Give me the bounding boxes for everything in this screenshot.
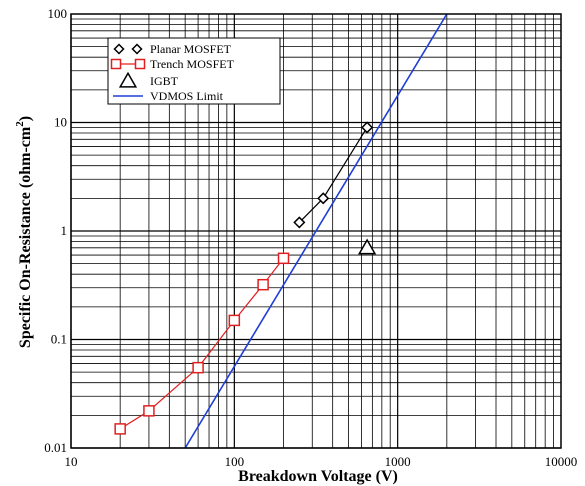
x-tick-label: 100 [225, 454, 245, 469]
y-axis-title-close: ) [17, 116, 34, 121]
square-marker [114, 423, 126, 435]
legend-label: Planar MOSFET [150, 42, 232, 56]
legend-entry: IGBT [118, 71, 179, 88]
y-tick-label: 0.1 [51, 332, 67, 347]
y-tick-label: 0.01 [44, 440, 67, 455]
x-tick-label: 10 [65, 454, 78, 469]
y-tick-label: 10 [54, 115, 67, 130]
square-marker [143, 405, 155, 417]
y-axis-title: Specific On-Resistance (ohm-cm2) [14, 116, 34, 348]
legend-label: VDMOS Limit [150, 89, 224, 103]
diamond-marker [317, 192, 330, 205]
diamond-marker [131, 43, 143, 55]
square-marker [228, 314, 241, 327]
x-axis-title: Breakdown Voltage (V) [238, 468, 398, 485]
square-marker [277, 252, 290, 265]
x-tick-label: 1000 [385, 454, 411, 469]
diamond-marker [293, 216, 306, 229]
y-axis-title-superscript: 2 [14, 121, 26, 127]
series-line [298, 127, 368, 223]
legend-label: IGBT [150, 74, 179, 88]
square-marker [110, 58, 122, 70]
square-marker [257, 278, 269, 291]
diamond-marker [113, 43, 125, 55]
series-vdmos-limit [184, 14, 448, 448]
square-marker [134, 58, 146, 70]
legend-entry: VDMOS Limit [113, 89, 224, 103]
x-tick-label: 10000 [545, 454, 578, 469]
y-tick-label: 100 [48, 6, 68, 21]
tick-labels: 10 100 1000 10000 0.01 0.1 1 10 100 [44, 6, 577, 469]
plot-frame [70, 13, 562, 449]
series-layer [114, 14, 448, 448]
diamond-marker [361, 121, 374, 134]
triangle-marker [358, 238, 377, 255]
legend-entry: Trench MOSFET [110, 57, 235, 71]
triangle-marker [118, 71, 138, 88]
legend-label: Trench MOSFET [150, 57, 235, 71]
y-axis-title-main: Specific On-Resistance (ohm-cm [17, 126, 34, 348]
series-planar-mosfet [293, 121, 374, 229]
y-tick-label: 1 [61, 223, 68, 238]
legend-entry: Planar MOSFET [113, 42, 232, 56]
series-line [184, 14, 448, 448]
series-igbt [358, 238, 377, 255]
square-marker [192, 361, 204, 374]
series-trench-mosfet [114, 252, 290, 435]
